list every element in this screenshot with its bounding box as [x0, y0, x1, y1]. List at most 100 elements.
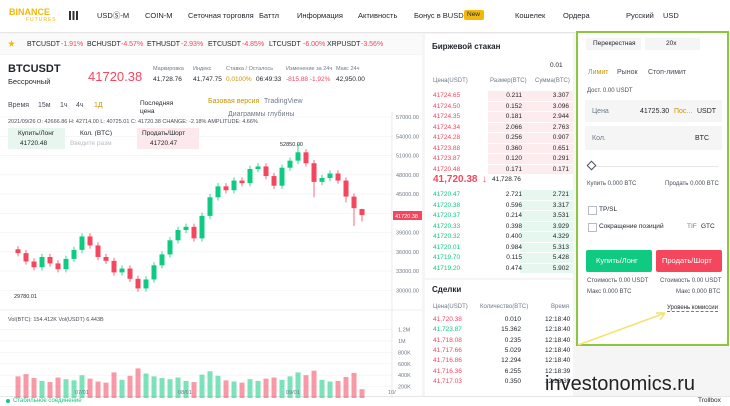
bid-row-bg: [520, 253, 573, 263]
price-mode-link[interactable]: Пос...: [674, 108, 693, 115]
menu-item[interactable]: Информация: [297, 11, 343, 20]
chart-panel: [0, 55, 422, 396]
trades-title: Сделки: [432, 285, 462, 294]
quick-buy[interactable]: [8, 128, 65, 149]
book-price: 41724.28: [433, 134, 461, 141]
header-link[interactable]: USD: [663, 11, 679, 20]
interval: Время: [8, 102, 30, 109]
margin-mode[interactable]: [586, 38, 641, 50]
price-step[interactable]: 0.01: [550, 62, 563, 69]
sell-button[interactable]: [656, 250, 722, 272]
tpsl-checkbox[interactable]: [588, 206, 597, 215]
book-header: Цена(USDT): [433, 78, 468, 84]
buy-info: Купить 0.000 BTC: [587, 181, 637, 187]
stat-value: 41,728.76: [153, 76, 182, 83]
book-sum: 0.171: [552, 165, 569, 173]
menu-item[interactable]: Сеточная торговля: [188, 11, 254, 20]
interval[interactable]: 15м: [38, 102, 51, 109]
badge-bg: [464, 10, 484, 20]
trades-panel: [425, 280, 573, 396]
order-tab[interactable]: Лимит: [588, 69, 609, 76]
trade-qty: 12.294: [501, 357, 521, 365]
menu-item[interactable]: COIN-M: [145, 11, 173, 20]
trades-header: Количество(BTC): [480, 304, 529, 310]
trade-price: 41,716.36: [433, 367, 462, 375]
interval[interactable]: 1ч: [60, 102, 68, 109]
trade-qty: 15.362: [501, 326, 521, 334]
order-book-title: Биржевой стакан: [432, 42, 501, 51]
quick-qty-input[interactable]: Введите разм: [70, 140, 112, 147]
apps-icon[interactable]: [69, 11, 78, 20]
ask-row-bg: [488, 143, 573, 153]
buy-button[interactable]: [586, 250, 652, 272]
order-tab[interactable]: Рынок: [617, 69, 638, 76]
header-link[interactable]: Кошелек: [515, 11, 546, 20]
quick-buy-label: Купить/Лонг: [18, 130, 55, 137]
leverage[interactable]: [645, 38, 700, 50]
mid-arrow: ↓: [482, 174, 487, 185]
view-tab[interactable]: Диаграммы глубины: [228, 111, 295, 118]
ticker-symbol[interactable]: XRPUSDT: [327, 41, 361, 48]
bid-row-bg: [520, 263, 573, 273]
bid-row-bg: [520, 221, 573, 231]
price-mode[interactable]: Последняя цена: [140, 100, 174, 115]
interval[interactable]: 4ч: [76, 102, 84, 109]
tif-value[interactable]: GTC: [701, 223, 715, 230]
stat-value: -815.88 -1.92%: [286, 76, 331, 83]
top-bar: [0, 0, 730, 33]
sell-info: Продать 0.000 BTC: [665, 181, 719, 187]
view-tab[interactable]: Базовая версия: [208, 98, 260, 105]
new-badge: New: [467, 11, 481, 18]
reduce-label: Сокращение позиций: [599, 223, 664, 230]
menu-item[interactable]: Баттл: [259, 11, 280, 20]
ticker-symbol[interactable]: LTCUSDT: [269, 41, 301, 48]
ticker-change: -4.57%: [121, 41, 144, 48]
stat-label: Изменение за 24ч: [286, 66, 333, 72]
book-price: 41720.47: [433, 191, 461, 198]
bid-row-bg: [520, 232, 573, 242]
menu-item[interactable]: Активность: [358, 11, 398, 20]
ticker-symbol[interactable]: BCHUSDT: [87, 41, 121, 48]
menu-item[interactable]: Бонус в BUSD: [414, 11, 464, 20]
fee-link[interactable]: Уровень комиссии: [667, 305, 718, 312]
favorite-star[interactable]: [8, 40, 15, 47]
book-sum: 4.329: [552, 233, 569, 240]
qty-input[interactable]: [585, 126, 722, 150]
book-sum: 2.763: [552, 123, 569, 131]
reduce-checkbox[interactable]: [588, 223, 597, 232]
price-label: Цена: [592, 108, 609, 115]
ticker-symbol[interactable]: ETHUSDT: [147, 41, 181, 48]
view-tab[interactable]: TradingView: [264, 98, 303, 105]
trollbox[interactable]: Trollbox: [698, 397, 721, 404]
book-sum: 0.907: [552, 134, 569, 141]
interval[interactable]: 1Д: [94, 102, 103, 109]
menu-item[interactable]: USDⓈ-M: [97, 11, 130, 20]
ticker-symbol[interactable]: ETCUSDT: [208, 41, 242, 48]
tpsl-label: TP/SL: [599, 206, 618, 213]
book-size: 0.596: [505, 201, 522, 209]
ask-row-bg: [488, 122, 573, 132]
trade-time: 12:18:40: [545, 316, 571, 323]
book-price: 41724.34: [433, 123, 461, 131]
header-link[interactable]: Русский: [626, 11, 654, 20]
quick-sell[interactable]: [137, 128, 199, 149]
order-tab[interactable]: Стоп-лимит: [648, 69, 687, 76]
header-link[interactable]: Ордера: [563, 11, 590, 20]
status-dot: [6, 399, 10, 403]
ticker-change: -3.56%: [361, 41, 384, 48]
book-header: Размер(BTC): [490, 78, 527, 84]
ticker-symbol[interactable]: BTCUSDT: [27, 41, 61, 48]
quick-buy-price: 41720.48: [20, 140, 48, 147]
ohlc-info: 2021/09/26 O: 42666.86 H: 42714.00 L: 40…: [8, 119, 258, 125]
stat-label: Ставка / Осталось: [226, 66, 274, 72]
last-price: 41720.38: [88, 69, 143, 84]
qty-unit[interactable]: BTC: [695, 135, 709, 142]
price-input[interactable]: [585, 100, 722, 122]
book-price: 41723.88: [433, 144, 461, 152]
book-sum: 5.313: [552, 243, 569, 251]
book-price: 41724.50: [433, 102, 461, 110]
connection-status: Стабильное соединение: [13, 398, 82, 404]
ask-row-bg: [488, 91, 573, 101]
buy-button-label: Купить/Лонг: [596, 256, 638, 265]
